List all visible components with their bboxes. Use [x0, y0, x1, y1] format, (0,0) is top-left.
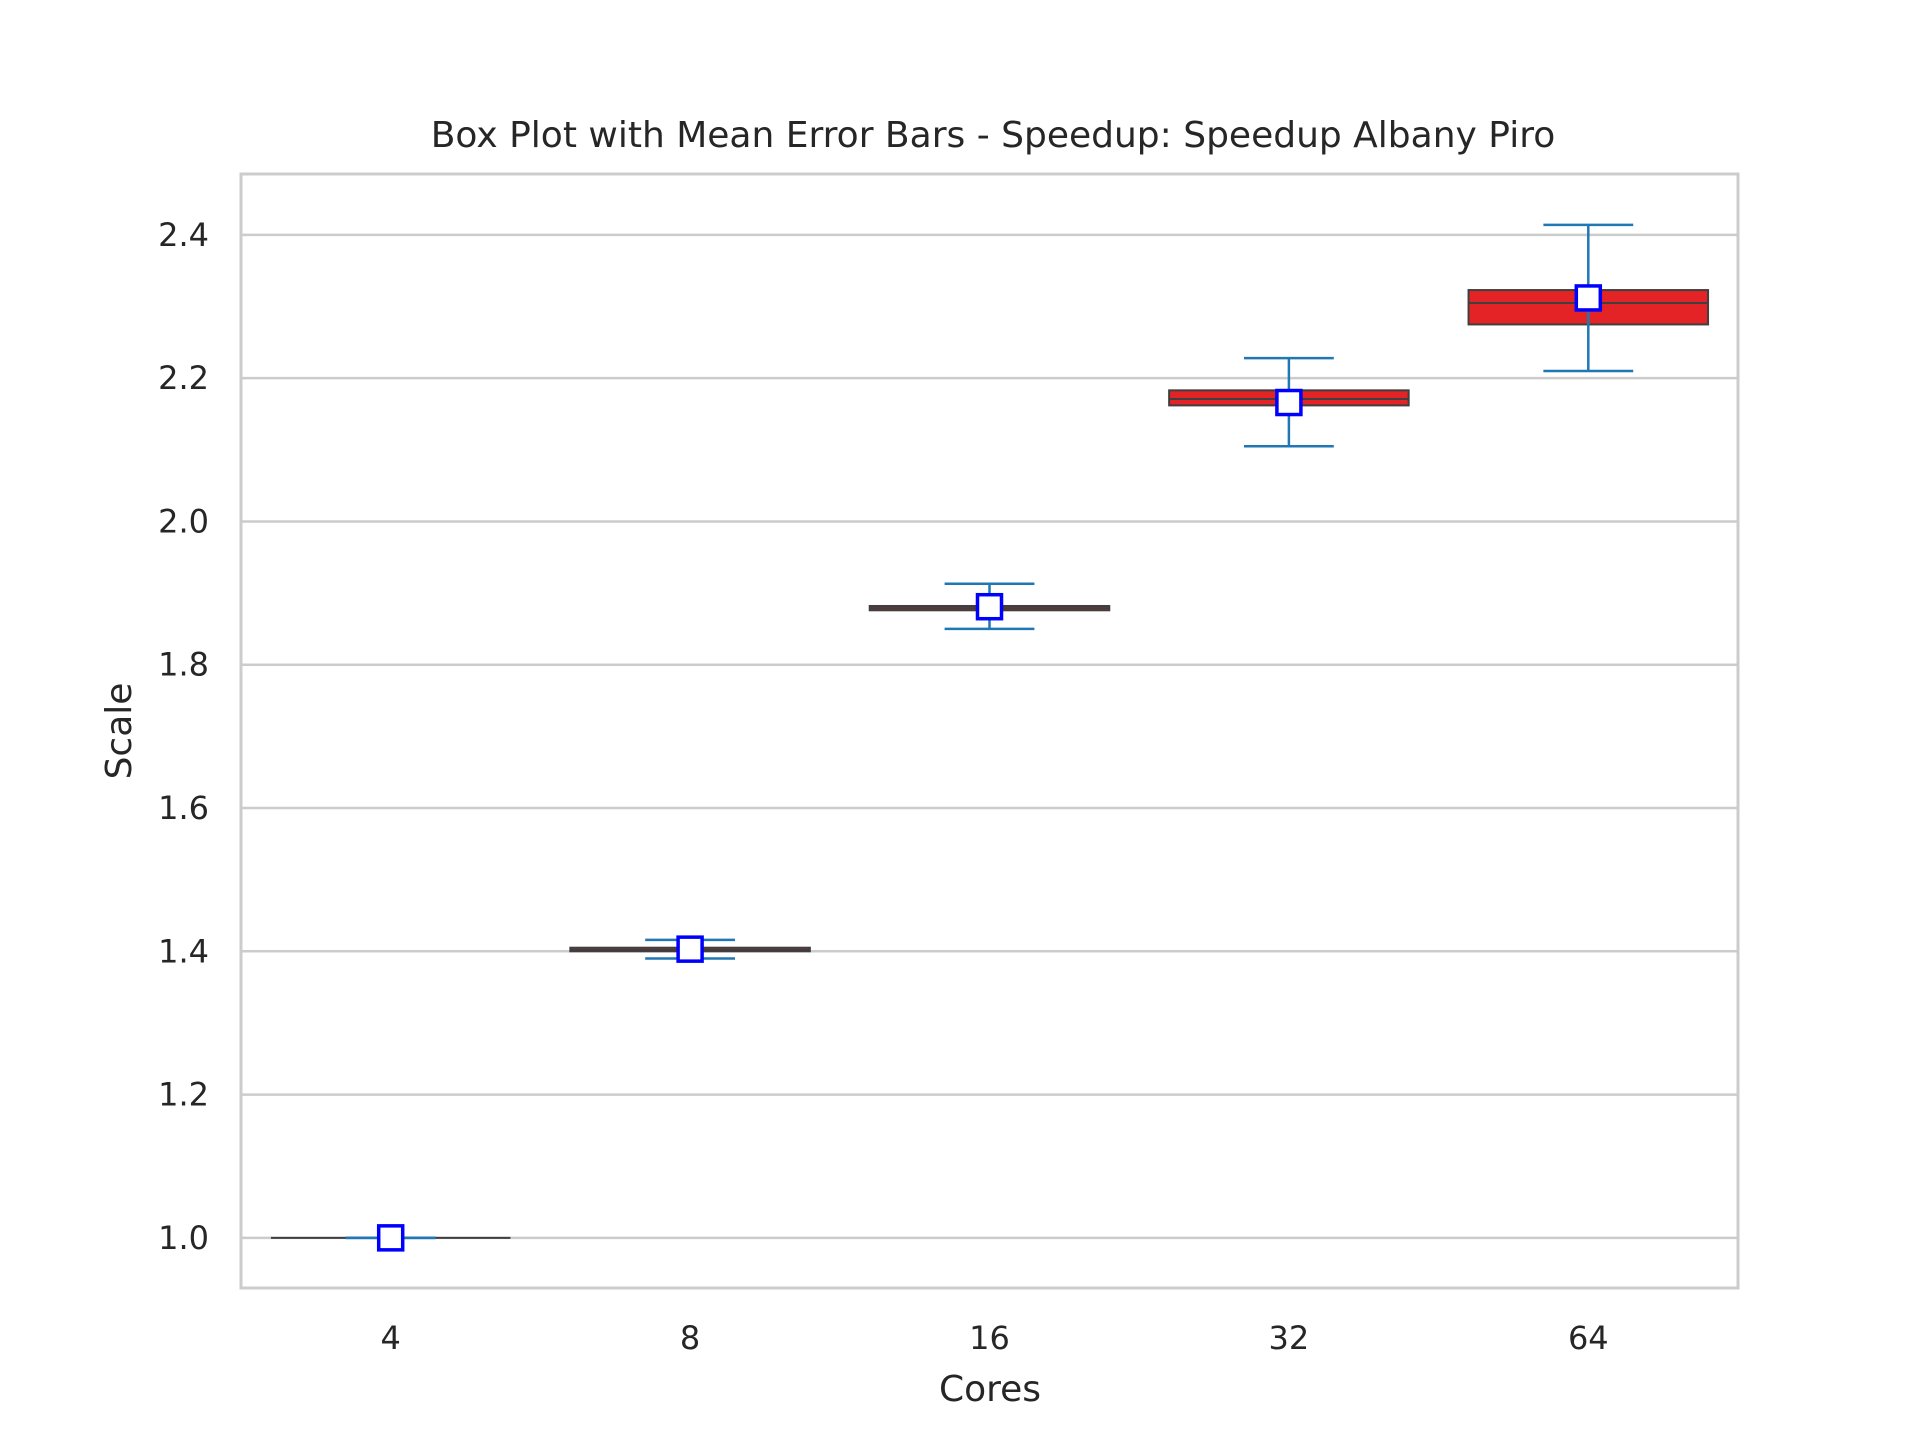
x-tick-label: 64: [1568, 1319, 1609, 1357]
y-tick-label: 1.0: [158, 1219, 209, 1257]
mean-marker: [1574, 284, 1603, 312]
x-tick-label: 32: [1269, 1319, 1310, 1357]
x-tick-label: 4: [381, 1319, 401, 1357]
grid: [241, 233, 1738, 1240]
x-tick-label: 8: [680, 1319, 700, 1357]
chart-title: Box Plot with Mean Error Bars - Speedup:…: [431, 115, 1556, 156]
y-ticks: 1.0 1.2 1.4 1.6 1.8 2.0 2.2 2.4: [158, 216, 209, 1257]
y-tick-label: 1.4: [158, 932, 209, 970]
x-tick-label: 16: [969, 1319, 1010, 1357]
x-ticks: 4 8 16 32 64: [381, 1319, 1609, 1357]
y-tick-label: 2.2: [158, 359, 209, 397]
y-tick-label: 2.4: [158, 216, 209, 254]
y-tick-label: 1.8: [158, 646, 209, 684]
mean-marker: [676, 935, 704, 963]
mean-marker: [1275, 388, 1303, 417]
y-tick-label: 1.2: [158, 1076, 209, 1114]
mean-markers: [376, 284, 1603, 1252]
error-bars: [345, 223, 1634, 1240]
y-axis-label: Scale: [99, 683, 140, 780]
y-tick-label: 1.6: [158, 789, 209, 827]
mean-marker: [376, 1224, 405, 1252]
plot-frame: [239, 172, 1740, 1290]
y-tick-label: 2.0: [158, 502, 209, 540]
mean-marker: [975, 592, 1004, 621]
x-axis-label: Cores: [939, 1369, 1041, 1410]
